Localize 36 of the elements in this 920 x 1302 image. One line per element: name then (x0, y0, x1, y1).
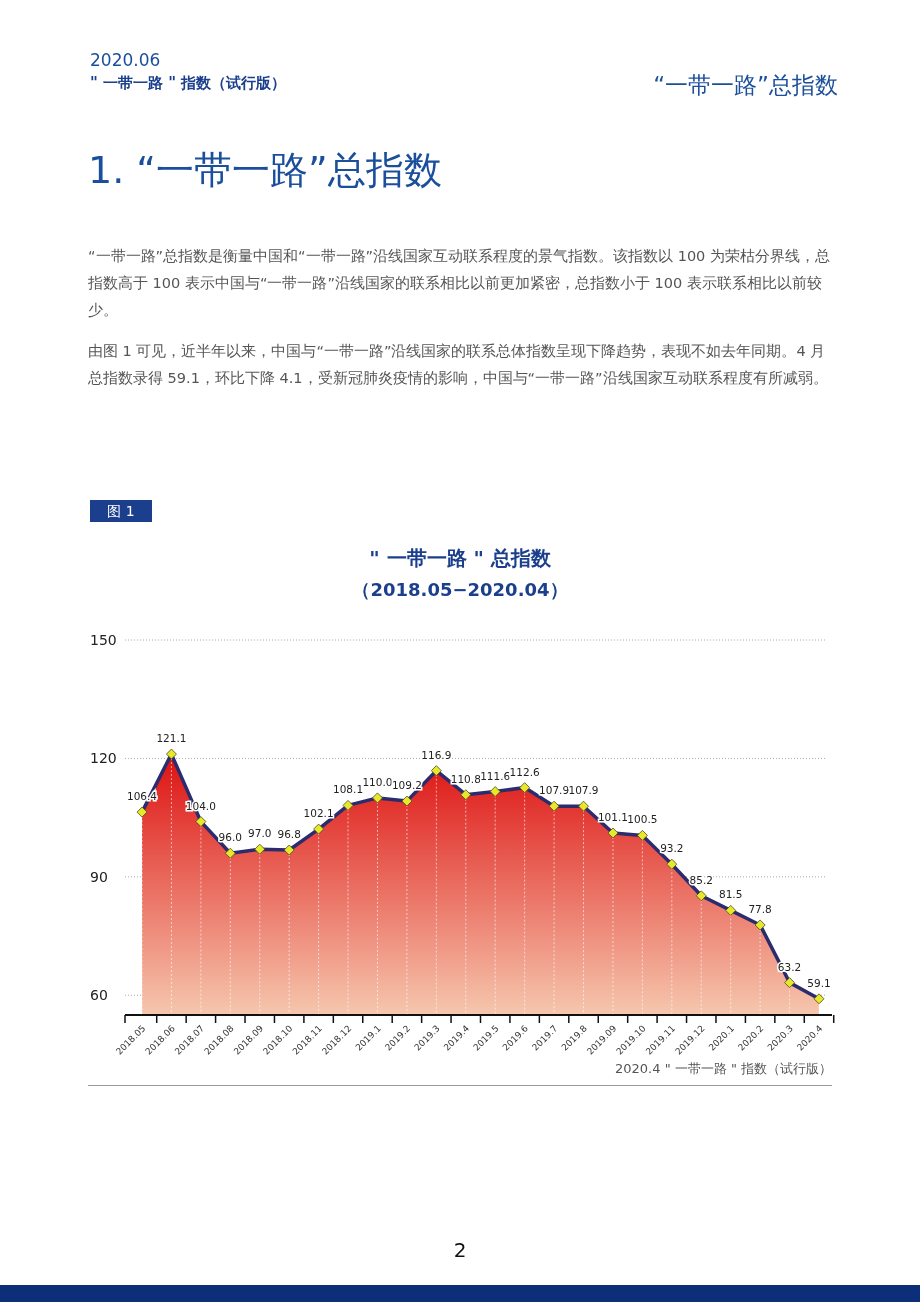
text: “一带一路”总指数是衡量中国和“一带一路”沿线国家互动联系程度的景气指数。该指数以 100 为荣枯分界线，总指数高于 100 表示中国与“一带一路”沿线国家的联系相比以前更加紧密，总指数小于 100 表示联系相比以前较少。 (88, 247, 831, 320)
text: 110.8 (450, 772, 481, 785)
text: 85.2 (689, 873, 713, 886)
text: 由图 1 可见，近半年以来，中国与“一带一路”沿线国家的联系总体指数呈现下降趋势，表现不如去年同期。4 月总指数录得 59.1，环比下降 4.1，受新冠肺炎疫情的影响，中国与“一带一路”沿线国家互动联系程度有所减弱。 (88, 342, 829, 388)
y-tick-label: 60 (90, 987, 108, 1004)
text: 116.9 (421, 748, 452, 761)
text: 109.2 (391, 779, 422, 792)
caption: 图 1 (90, 500, 152, 522)
text: 111.6 (480, 769, 511, 782)
text: 81.5 (719, 888, 743, 901)
text: 101.1 (597, 811, 628, 824)
text: 77.8 (748, 903, 772, 915)
chart-title: " 一带一路 " 总指数 (369, 546, 552, 570)
y-tick-label: 90 (90, 868, 108, 885)
text: “一带一路”总指数 (653, 71, 838, 100)
text: 96.0 (218, 831, 242, 844)
text: 2020.06 (90, 50, 161, 70)
text: 1. “一带一路”总指数 (88, 147, 442, 194)
text: 2020.4 " 一带一路 " 指数（试行版） (615, 1060, 832, 1078)
text: 59.1 (807, 976, 831, 989)
text: " 一带一路 " 指数（试行版） (90, 74, 287, 93)
text: 121.1 (156, 732, 187, 745)
text: 112.6 (509, 765, 540, 778)
chart-subtitle: （2018.05−2020.04） (352, 579, 568, 600)
y-tick-label: 120 (90, 750, 117, 767)
y-tick-label: 150 (90, 632, 117, 648)
text: 107.9 (568, 784, 599, 797)
text: 93.2 (660, 842, 684, 855)
text: 2 (452, 1238, 468, 1262)
text: 110.0 (362, 775, 393, 788)
text: 100.5 (627, 813, 658, 826)
text: 102.1 (303, 807, 334, 820)
text: 107.9 (539, 784, 570, 797)
text: 108.1 (333, 783, 364, 796)
text: 97.0 (248, 827, 272, 840)
text: 96.8 (277, 828, 301, 840)
